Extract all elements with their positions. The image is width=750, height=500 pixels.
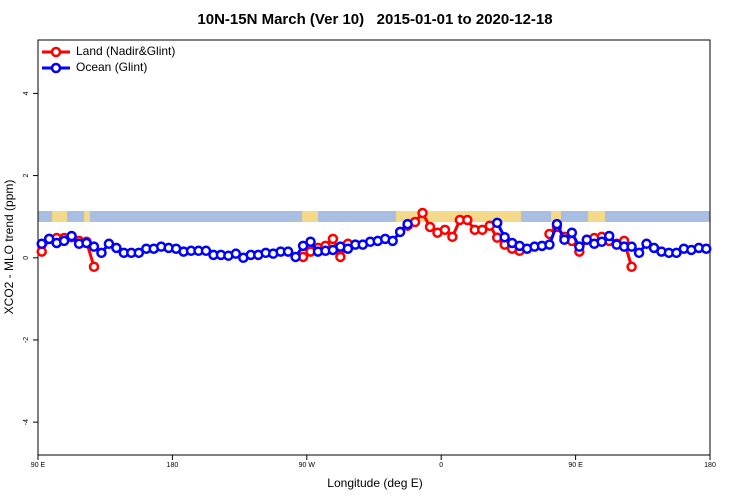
x-axis-label: Longitude (deg E) (327, 476, 422, 490)
data-point (282, 246, 294, 257)
data-point (200, 245, 212, 257)
data-point (58, 235, 70, 247)
data-point (439, 224, 451, 236)
y-tick-label: -4 (23, 419, 30, 425)
data-point (499, 231, 510, 243)
data-point (342, 243, 354, 254)
data-point (305, 236, 316, 247)
x-tick-label: 0 (439, 462, 443, 469)
data-point (626, 241, 637, 252)
data-point (462, 214, 473, 226)
data-point (559, 234, 570, 245)
data-point (111, 242, 122, 254)
data-point (36, 238, 47, 250)
data-point (230, 248, 242, 259)
data-point (633, 247, 645, 259)
map-strip (38, 211, 710, 222)
data-point (566, 227, 578, 238)
data-point (88, 261, 100, 273)
data-point (335, 251, 346, 263)
data-point (66, 230, 77, 242)
ocean-strip (38, 211, 710, 222)
data-point (551, 218, 563, 230)
data-point (596, 236, 607, 247)
x-tick-label: 90 E (568, 462, 583, 469)
data-point (88, 241, 100, 252)
legend-label: Ocean (Glint) (76, 60, 147, 74)
legend-marker (50, 46, 62, 58)
data-point (603, 230, 615, 242)
y-tick-label: -2 (23, 337, 30, 343)
x-tick-label: 90 E (31, 462, 46, 469)
data-point (424, 221, 436, 233)
data-point (581, 234, 593, 245)
chart-title: 10N-15N March (Ver 10) 2015-01-01 to 202… (197, 11, 552, 28)
land-patch (84, 211, 90, 222)
data-point (701, 243, 712, 254)
land-patch (588, 211, 605, 222)
data-point (297, 240, 309, 252)
legend-marker (50, 62, 62, 74)
data-point (477, 224, 488, 236)
data-point (491, 217, 503, 229)
data-point (544, 239, 555, 250)
legend-label: Land (Nadir&Glint) (76, 44, 175, 58)
x-tick-label: 180 (704, 462, 716, 469)
x-tick-label: 90 W (299, 462, 316, 469)
data-point (290, 251, 301, 263)
land-patch (52, 211, 67, 222)
y-tick-label: 2 (23, 174, 30, 178)
x-tick-label: 180 (167, 462, 179, 469)
y-axis-label: XCO2 - MLO trend (ppm) (2, 180, 16, 315)
land-patch (302, 211, 318, 222)
data-point (671, 247, 682, 259)
data-point (402, 218, 413, 230)
data-point (96, 247, 107, 259)
data-point (103, 238, 115, 250)
data-point (327, 233, 339, 245)
data-point (641, 238, 652, 250)
plot-frame (37, 39, 711, 456)
y-tick-label: 4 (23, 91, 30, 95)
data-point (133, 247, 145, 259)
data-point (447, 231, 458, 243)
y-tick-label: 0 (23, 256, 30, 260)
land-patch (551, 211, 561, 222)
data-point (626, 261, 637, 273)
data-point (394, 226, 406, 238)
data-point (387, 235, 398, 247)
data-point (574, 241, 585, 252)
data-point (43, 233, 55, 245)
data-point (417, 207, 428, 219)
